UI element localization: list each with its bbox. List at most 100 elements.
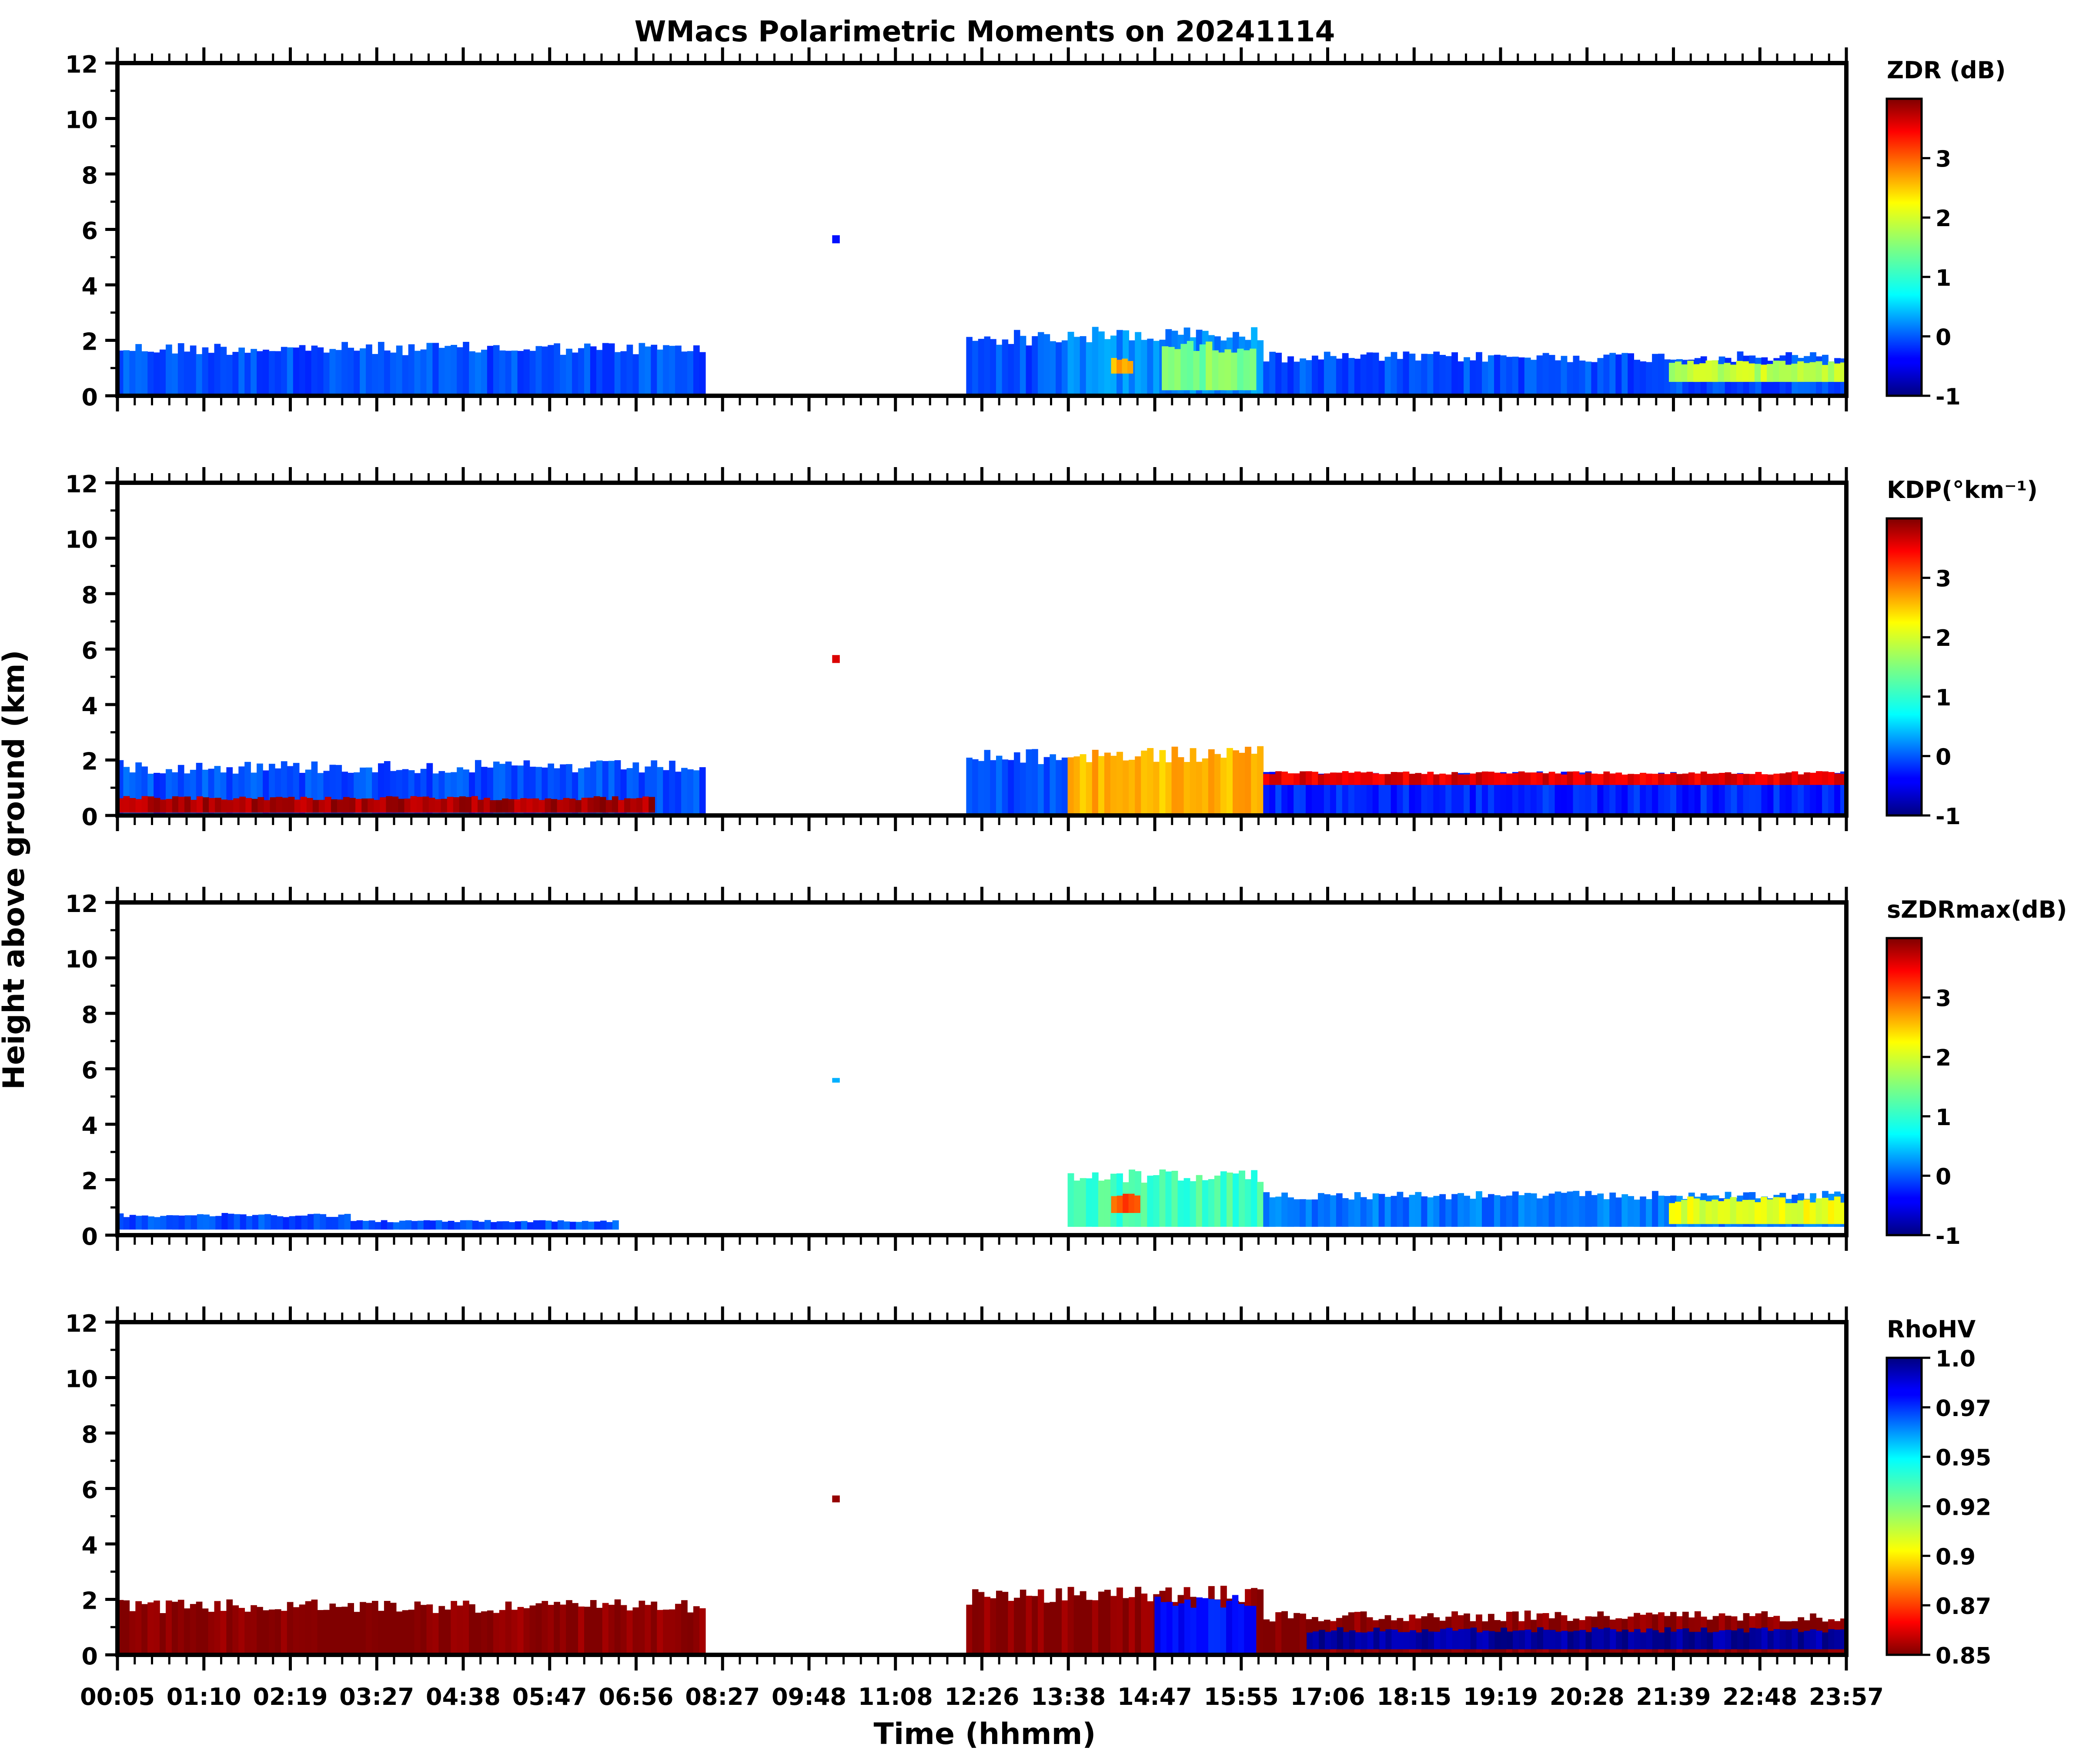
echo-cell: [1330, 356, 1337, 396]
echo-cell: [548, 345, 554, 396]
echo-cell: [1554, 777, 1561, 815]
echo-cell: [1373, 1627, 1380, 1650]
echo-cell: [1507, 1631, 1513, 1650]
echo-cell: [1512, 1191, 1519, 1227]
echo-cell: [318, 800, 325, 813]
echo-cell: [1458, 361, 1464, 396]
echo-cell: [1008, 760, 1014, 815]
echo-cell: [202, 347, 209, 396]
echo-cell: [393, 1222, 400, 1230]
echo-cell: [203, 797, 209, 813]
echo-cell: [1718, 773, 1725, 785]
echo-cell: [1008, 1600, 1014, 1655]
echo-cell: [1245, 747, 1251, 815]
x-tick-label: 13:38: [1031, 1683, 1106, 1711]
echo-cell: [1536, 1198, 1543, 1227]
echo-cell: [1451, 772, 1458, 785]
colorbar-tick-label: 0.87: [1936, 1594, 1991, 1620]
echo-cell: [527, 1222, 534, 1230]
echo-cell: [463, 342, 469, 396]
echo-cell: [1397, 1192, 1404, 1227]
echo-cell: [1312, 776, 1318, 815]
echo-cell: [569, 798, 576, 813]
echo-cell: [408, 1610, 415, 1655]
echo-cell: [496, 800, 502, 813]
echo-cell: [1512, 357, 1519, 396]
echo-cell: [699, 1608, 706, 1655]
echo-cell: [1767, 774, 1774, 785]
echo-cell: [990, 339, 996, 396]
echo-cell: [1628, 774, 1634, 785]
echo-cell: [281, 1610, 287, 1655]
echo-cell: [1798, 781, 1805, 815]
echo-cell: [1403, 1197, 1410, 1227]
echo-cell: [372, 1600, 378, 1655]
echo-cell: [1178, 1603, 1185, 1655]
echo-cell: [1336, 1193, 1343, 1227]
echo-cell: [1742, 1199, 1749, 1224]
echo-cell: [1634, 1199, 1640, 1227]
echo-cell: [349, 798, 356, 813]
echo-cell: [283, 1217, 290, 1230]
echo-cell: [1470, 360, 1476, 396]
echo-cell: [1421, 774, 1428, 785]
echo-cell: [606, 1222, 613, 1230]
echo-cell: [1403, 772, 1410, 785]
echo-cell: [123, 1600, 130, 1655]
echo-cell: [402, 355, 409, 396]
echo-cell: [332, 1217, 339, 1230]
echo-cell: [1445, 356, 1452, 396]
echo-cell: [1482, 361, 1488, 396]
echo-cell: [184, 796, 191, 813]
echo-cell: [338, 1214, 345, 1230]
echo-cell: [1050, 754, 1056, 815]
echo-cell: [1111, 1196, 1117, 1213]
echo-cell: [1834, 1196, 1841, 1224]
echo-cell: [1104, 339, 1111, 396]
echo-cell: [141, 351, 148, 396]
echo-cell: [1501, 1627, 1507, 1650]
echo-cell: [1294, 361, 1300, 396]
echo-cell: [1238, 1604, 1244, 1655]
echo-cell: [1573, 355, 1580, 396]
echo-cell: [288, 797, 295, 813]
echo-cell: [1098, 1591, 1105, 1655]
echo-cell: [1573, 775, 1580, 815]
echo-cell: [1798, 774, 1805, 785]
echo-cell: [1415, 1192, 1422, 1227]
echo-cell: [1336, 358, 1343, 396]
echo-cell: [1343, 1632, 1350, 1650]
echo-cell: [1378, 1194, 1385, 1227]
echo-cell: [1591, 1627, 1598, 1650]
echo-cell: [1785, 364, 1792, 382]
echo-cell: [1798, 1632, 1805, 1650]
y-tick-label: 2: [81, 1168, 98, 1195]
echo-cell: [1476, 1191, 1482, 1227]
echo-cell: [356, 1220, 363, 1230]
echo-cell: [1281, 1193, 1288, 1227]
echo-cell: [1464, 1196, 1470, 1227]
echo-cell: [687, 351, 694, 396]
echo-cell: [1226, 1600, 1233, 1655]
echo-cell: [1433, 1196, 1440, 1227]
echo-cell: [1080, 336, 1086, 396]
echo-cell: [1378, 776, 1385, 815]
echo-cell: [1706, 774, 1713, 785]
echo-cell: [1092, 1172, 1099, 1227]
echo-cell: [1300, 1614, 1306, 1655]
echo-cell: [1243, 350, 1250, 391]
echo-cell: [596, 1607, 603, 1655]
echo-cell: [1220, 1607, 1227, 1655]
echo-cell: [1701, 1627, 1708, 1650]
echo-cell: [1470, 773, 1476, 785]
echo-cell: [1239, 1170, 1245, 1227]
echo-cell: [1348, 1199, 1355, 1227]
echo-cell: [129, 1611, 136, 1655]
echo-cell: [1743, 774, 1750, 785]
echo-cell: [1542, 1196, 1549, 1227]
echo-cell: [1573, 771, 1580, 785]
echo-cell: [533, 1220, 540, 1230]
echo-cell: [1434, 1632, 1441, 1650]
echo-cell: [657, 767, 663, 815]
echo-cell: [435, 1220, 442, 1230]
